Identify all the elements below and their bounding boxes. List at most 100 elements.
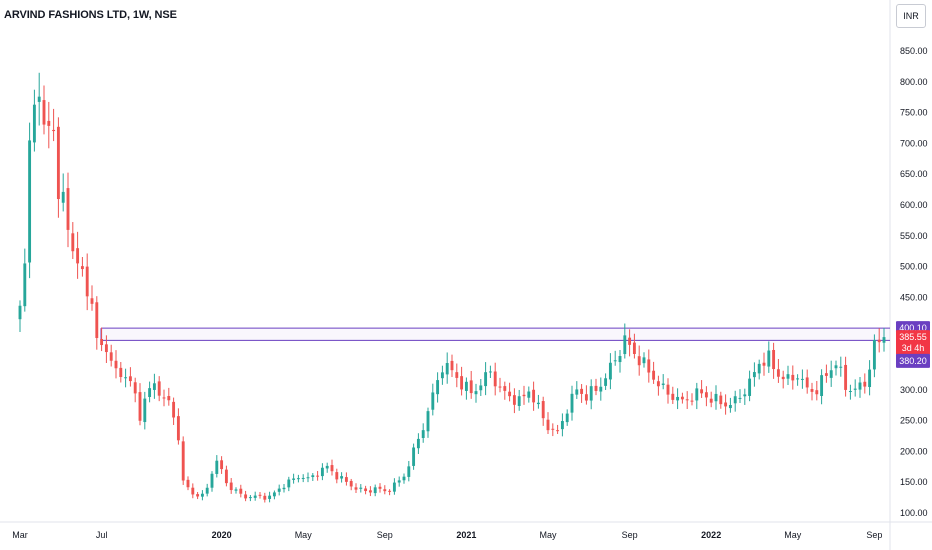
- candle: [18, 300, 22, 332]
- y-tick-label: 100.00: [900, 508, 928, 518]
- y-tick-label: 500.00: [900, 262, 928, 272]
- candle: [752, 362, 756, 387]
- candle-body: [570, 393, 574, 413]
- candle: [172, 397, 176, 425]
- candle: [460, 366, 464, 396]
- candle-body: [618, 356, 622, 363]
- candle: [196, 492, 200, 500]
- candle-body: [335, 472, 339, 480]
- candle-body: [820, 375, 824, 396]
- candle: [714, 385, 718, 410]
- candle: [704, 386, 708, 407]
- candle: [426, 407, 430, 438]
- candle: [364, 485, 368, 495]
- candle: [220, 456, 224, 474]
- candle: [738, 389, 742, 404]
- candle-body: [90, 298, 94, 304]
- candle-body: [66, 188, 70, 230]
- candle-body: [786, 374, 790, 379]
- candle: [642, 352, 646, 368]
- candle-body: [632, 342, 636, 354]
- candle: [767, 341, 771, 373]
- candle: [258, 492, 262, 499]
- candle: [541, 396, 545, 426]
- candle: [277, 484, 281, 496]
- candle-body: [191, 487, 195, 495]
- candles: [18, 72, 886, 503]
- candle-body: [239, 488, 243, 494]
- candle-body: [344, 477, 348, 482]
- y-tick-label: 200.00: [900, 446, 928, 456]
- candle-body: [868, 369, 872, 388]
- candle: [138, 383, 142, 426]
- candle-body: [354, 487, 358, 490]
- currency-button[interactable]: INR: [896, 4, 926, 28]
- candle: [839, 356, 843, 377]
- candle-body: [316, 475, 320, 477]
- candle: [28, 122, 32, 279]
- candle: [637, 345, 641, 376]
- candle-body: [383, 489, 387, 492]
- candle-body: [85, 266, 89, 297]
- candle-body: [680, 396, 684, 400]
- candle: [858, 377, 862, 398]
- candle: [316, 471, 320, 481]
- candle-body: [623, 335, 627, 355]
- candle: [695, 382, 699, 410]
- candle-body: [613, 360, 617, 362]
- candle: [781, 370, 785, 389]
- candle: [234, 487, 238, 494]
- candle: [392, 478, 396, 495]
- candle-body: [320, 467, 324, 477]
- candle: [872, 334, 876, 378]
- candle-body: [791, 374, 795, 381]
- candle: [608, 353, 612, 390]
- candle-body: [594, 385, 598, 391]
- candle-body: [436, 380, 440, 395]
- candle: [450, 354, 454, 377]
- candle: [488, 365, 492, 378]
- y-tick-label: 600.00: [900, 200, 928, 210]
- candle-body: [426, 411, 430, 432]
- candle-body: [128, 376, 132, 382]
- candle: [152, 373, 156, 399]
- candle: [584, 385, 588, 405]
- candle-body: [628, 337, 632, 345]
- candle-body: [829, 370, 833, 378]
- candle-body: [517, 396, 521, 407]
- candle-body: [205, 487, 209, 494]
- candle-body: [671, 393, 675, 400]
- candle: [512, 388, 516, 414]
- candle-body: [752, 372, 756, 378]
- price-tag: 380.20: [896, 353, 930, 368]
- price-tag: 385.55: [896, 330, 930, 345]
- candle-body: [733, 396, 737, 404]
- candle: [700, 380, 704, 398]
- candle-body: [738, 397, 742, 399]
- candle-body: [287, 479, 291, 488]
- chart-title: ARVIND FASHIONS LTD, 1W, NSE: [4, 9, 177, 21]
- candle-body: [292, 478, 296, 480]
- time-axis: MarJul2020MaySep2021MaySep2022MaySep2023…: [12, 530, 882, 540]
- candle-body: [685, 399, 689, 401]
- candle: [61, 173, 65, 212]
- candle-body: [186, 479, 190, 488]
- candle-body: [378, 486, 382, 489]
- candle: [90, 285, 94, 311]
- candle-body: [37, 96, 41, 102]
- candle: [632, 333, 636, 359]
- candle-body: [714, 393, 718, 402]
- candle: [133, 377, 137, 403]
- candle-body: [877, 339, 881, 343]
- candle: [810, 382, 814, 401]
- candle: [882, 328, 886, 352]
- candle: [680, 392, 684, 404]
- candle-body: [642, 357, 646, 364]
- candle: [623, 323, 627, 359]
- candle-body: [652, 370, 656, 380]
- candle-body: [503, 386, 507, 391]
- candle-body: [493, 371, 497, 387]
- candle: [421, 423, 425, 443]
- candle: [311, 473, 315, 481]
